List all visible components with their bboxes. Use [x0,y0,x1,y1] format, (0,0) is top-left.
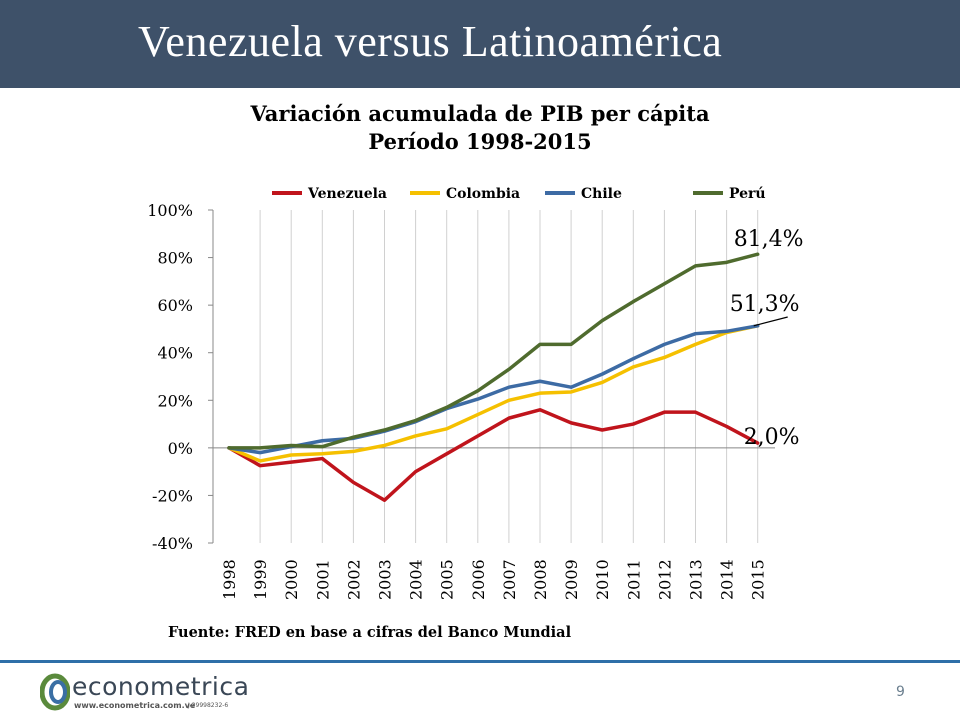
legend-label: Colombia [446,186,520,202]
x-tick-label: 2005 [438,559,457,600]
x-tick-label: 2000 [282,559,301,600]
x-tick-label: 2010 [593,559,612,600]
x-tick-label: 2012 [655,559,674,600]
x-tick-label: 2006 [469,559,488,600]
y-tick-label: 80% [157,249,193,268]
y-tick-label: -40% [152,534,193,553]
x-tick-label: 2007 [500,559,519,600]
y-tick-label: 0% [168,439,193,458]
y-tick-label: 20% [157,391,193,410]
logo-swirl-icon [40,673,70,711]
data-label: 2,0% [744,425,800,450]
title-bar: Venezuela versus Latinoamérica [0,0,960,88]
logo-url: www.econometrica.com.ve [74,701,196,710]
x-tick-label: 2014 [718,559,737,600]
line-chart: -40% -20% 0% 20% 40% 60% 80% 100% 1998 1999 2000 20… [147,186,804,600]
data-label: 51,3% [730,292,800,317]
annotation-leader [753,316,788,327]
x-tick-label: 2015 [749,559,768,600]
series-line [227,324,760,455]
legend-label: Chile [581,186,622,202]
econometrica-logo: econometrica www.econometrica.com.ve J-2… [40,668,249,712]
series-line [227,324,760,463]
logo-name: econometrica [72,672,250,701]
series-line [227,408,760,502]
y-tick-label: 100% [147,201,193,220]
chart-subtitle: Período 1998-2015 [368,129,592,154]
y-tick-label: -20% [152,486,193,505]
x-tick-label: 2011 [624,559,643,600]
logo-rif: J-29998232-6 [188,702,229,709]
legend-label: Perú [729,186,766,202]
chart-title: Variación acumulada de PIB per cápita [250,101,710,126]
x-tick-label: 2013 [687,559,706,600]
page-number: 9 [896,684,905,700]
data-label: 81,4% [734,227,804,252]
chart-title-block: Variación acumulada de PIB per cápita Pe… [0,100,960,156]
series-line [227,252,760,450]
legend-label: Venezuela [307,186,387,202]
x-tick-label: 1998 [220,559,239,600]
x-tick-label: 2008 [531,559,550,600]
x-tick-label: 2004 [407,559,426,600]
slide-title: Venezuela versus Latinoamérica [138,17,723,66]
x-tick-label: 1999 [251,559,270,600]
y-tick-label: 60% [157,296,193,315]
x-tick-label: 2001 [313,559,332,600]
source-note: Fuente: FRED en base a cifras del Banco … [168,624,572,641]
x-tick-label: 2003 [376,559,395,600]
x-tick-label: 2002 [344,559,363,600]
footer-divider [0,660,960,663]
x-tick-label: 2009 [562,559,581,600]
y-tick-label: 40% [157,344,193,363]
